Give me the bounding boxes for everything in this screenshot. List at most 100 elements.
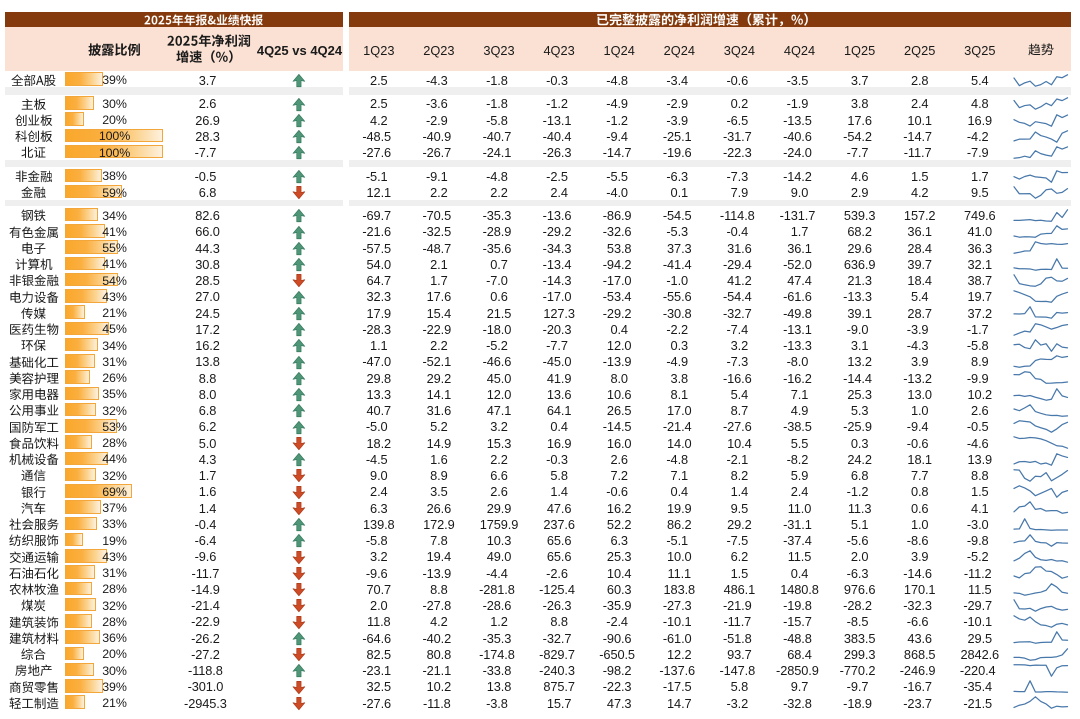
quarter-value: -40.6 [770, 127, 830, 144]
quarter-value: 4.8 [950, 95, 1010, 111]
up-arrow-icon [292, 453, 306, 467]
quarter-value: 93.7 [709, 645, 769, 662]
disclosure-percent: 19% [65, 531, 165, 548]
value-text: 2.8 [910, 72, 929, 88]
value-text: 16.2 [606, 500, 632, 516]
disclosure-bar [64, 72, 103, 87]
value-text: 36.1 [907, 224, 932, 240]
quarter-label: 1Q23 [363, 42, 395, 58]
quarter-value: 6.2 [709, 548, 769, 564]
value-text: -4.9 [666, 354, 689, 370]
table-row: 32% -21.4 2.0 -27.8 -28.6 -26.3 -35.9 -27.3 -2… [0, 596, 1080, 614]
value-text: -17.0 [542, 289, 572, 305]
disclosure-percent-text: 34% [102, 338, 127, 353]
value-text: -21.9 [722, 598, 752, 614]
separator-band [348, 87, 1071, 95]
growth-value: 8.8 [165, 369, 250, 386]
value-text: -14.4 [843, 370, 872, 386]
value-text: -5.8 [486, 112, 508, 128]
growth-value: 6.8 [165, 401, 250, 418]
quarter-value: 2.4 [349, 483, 409, 499]
quarter-value: 41.0 [950, 223, 1010, 239]
column-header-quarter: 1Q24 [589, 27, 649, 71]
quarter-value: -47.0 [349, 353, 409, 369]
value-text: 9.0 [370, 468, 388, 484]
value-text: 3.8 [850, 96, 869, 112]
quarter-value: -4.9 [649, 353, 709, 369]
sparkline-icon [1012, 129, 1068, 143]
disclosure-percent: 69% [65, 483, 165, 499]
trend-sparkline [1012, 336, 1068, 352]
disclosure-percent: 32% [65, 466, 165, 483]
yoy-arrow [288, 548, 310, 564]
growth-value: 5.0 [165, 434, 250, 451]
quarter-value: -19.6 [649, 143, 709, 160]
quarter-value: -220.4 [950, 661, 1010, 678]
quarter-value: -21.5 [950, 694, 1010, 711]
value-text: -9.8 [966, 533, 989, 549]
value-text: -22.9 [422, 321, 452, 337]
table-row: 69% 1.6 2.4 3.5 2.6 1.4 -0.6 0.4 1.4 2.4 -1.2 0.8… [0, 483, 1080, 499]
row-label-text [21, 599, 46, 612]
quarter-value: -20.3 [529, 320, 589, 337]
quarter-value: -5.0 [349, 418, 409, 434]
disclosure-percent: 20% [65, 111, 165, 127]
row-label-text [10, 290, 58, 303]
down-arrow-icon [292, 436, 306, 450]
quarter-value: 1.4 [709, 483, 769, 499]
disclosure-percent: 41% [65, 223, 165, 239]
quarter-value: -55.6 [649, 288, 709, 304]
value-text: -3.5 [786, 72, 809, 88]
value-text: 6.8 [198, 185, 217, 201]
disclosure-percent-text: 32% [102, 598, 127, 613]
quarter-value: 2.6 [950, 401, 1010, 418]
trend-sparkline [1012, 369, 1068, 385]
quarter-value: -35.4 [950, 678, 1010, 694]
quarter-value: 29.2 [709, 515, 769, 532]
table-row: 43% -9.6 3.2 19.4 49.0 65.6 25.3 10.0 6.2 11.5 2… [0, 548, 1080, 564]
quarter-value: -17.0 [529, 288, 589, 304]
quarter-value: -3.5 [770, 71, 830, 88]
value-text: -7.3 [726, 168, 749, 184]
row-label-text [21, 469, 46, 482]
quarter-value: -27.6 [349, 694, 409, 711]
value-text: -98.2 [602, 663, 632, 679]
value-text: 7.1 [790, 386, 809, 402]
up-arrow-icon [292, 420, 306, 434]
disclosure-bar [64, 305, 86, 319]
quarter-value: 26.5 [589, 401, 649, 418]
quarter-value: 868.5 [890, 645, 950, 662]
row-label-text [22, 242, 46, 254]
value-text: 12.1 [366, 185, 392, 201]
value-text: -3.2 [726, 695, 749, 711]
value-text: 875.7 [543, 679, 575, 695]
value-text: -1.0 [666, 273, 689, 289]
value-text: -21.1 [422, 663, 452, 679]
row-label [5, 385, 62, 401]
quarter-value: 5.4 [709, 385, 769, 402]
up-arrow-icon [292, 97, 306, 111]
value-text: -15.7 [783, 614, 812, 630]
quarter-value: -46.6 [469, 353, 529, 369]
value-text: 8.8 [430, 581, 448, 597]
disclosure-percent-text: 35% [102, 387, 127, 402]
quarter-value: -90.6 [589, 629, 649, 646]
value-text: -25.1 [662, 128, 692, 144]
quarter-value: 49.0 [469, 548, 529, 564]
quarter-value: -23.1 [349, 661, 409, 678]
value-text: -40.9 [422, 128, 452, 144]
left-section-title [144, 13, 263, 26]
value-text: -2.4 [606, 614, 628, 630]
value-text: 1.7 [971, 168, 989, 184]
row-label-text [8, 697, 59, 709]
value-text: 1.7 [790, 224, 809, 240]
quarter-value: 6.3 [349, 499, 409, 516]
quarter-value: -6.3 [830, 564, 890, 581]
value-text: 25.3 [847, 386, 872, 402]
quarter-value: 39.7 [890, 255, 950, 272]
disclosure-percent-text: 31% [102, 566, 127, 581]
value-text: 37.3 [667, 240, 692, 256]
value-text: 21.5 [486, 305, 512, 321]
value-text: 636.9 [843, 256, 876, 272]
yoy-arrow [288, 483, 310, 499]
